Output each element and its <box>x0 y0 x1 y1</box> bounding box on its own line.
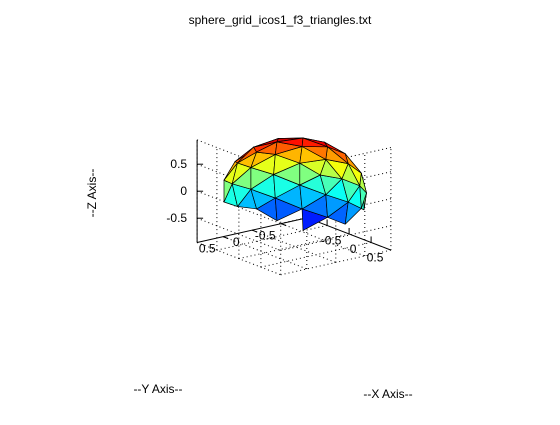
y-tick-label: 0 <box>233 235 240 249</box>
z-tick-label: 0 <box>180 184 187 198</box>
chart-title: sphere_grid_icos1_f3_triangles.txt <box>188 13 372 27</box>
z-axis-label: --Z Axis-- <box>85 169 99 218</box>
grid-edge <box>196 139 281 173</box>
grid-line <box>281 223 365 257</box>
grid-line <box>260 241 372 268</box>
x-axis-line <box>307 217 392 251</box>
grid-edge <box>196 242 281 276</box>
x-tick-label: 0.5 <box>367 250 384 264</box>
grid-line <box>252 229 336 263</box>
y-tick-label: 0.5 <box>199 242 216 256</box>
y-tick-label: -0.5 <box>255 229 276 243</box>
axes-box <box>196 139 392 251</box>
x-tick-label: -0.5 <box>321 233 342 247</box>
sphere-mesh <box>223 137 367 231</box>
grid-edge <box>280 249 392 276</box>
y-tick <box>252 229 258 233</box>
grid-line <box>196 190 281 224</box>
z-tick-label: -0.5 <box>166 211 187 225</box>
grid-line <box>216 224 328 251</box>
x-tick-label: 0 <box>350 242 357 256</box>
y-tick <box>223 236 229 240</box>
y-tick <box>281 223 287 227</box>
x-axis-label: --X Axis-- <box>363 387 412 401</box>
grid-line <box>223 236 307 270</box>
y-axis-label: --Y Axis-- <box>133 382 182 396</box>
mesh-face <box>301 137 328 148</box>
tick-labels: -0.5 0 0.5 0.5 0 -0.5 0.5 0 -0.5 <box>166 157 383 264</box>
z-tick-label: 0.5 <box>170 157 187 171</box>
